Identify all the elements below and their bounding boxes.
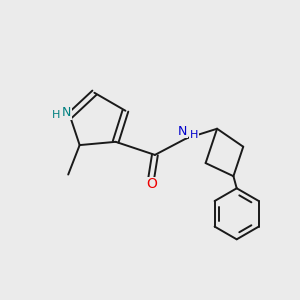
Text: O: O	[146, 177, 157, 191]
Text: H: H	[52, 110, 60, 120]
Text: H: H	[190, 130, 198, 140]
Text: N: N	[178, 125, 188, 138]
Text: N: N	[62, 106, 71, 119]
